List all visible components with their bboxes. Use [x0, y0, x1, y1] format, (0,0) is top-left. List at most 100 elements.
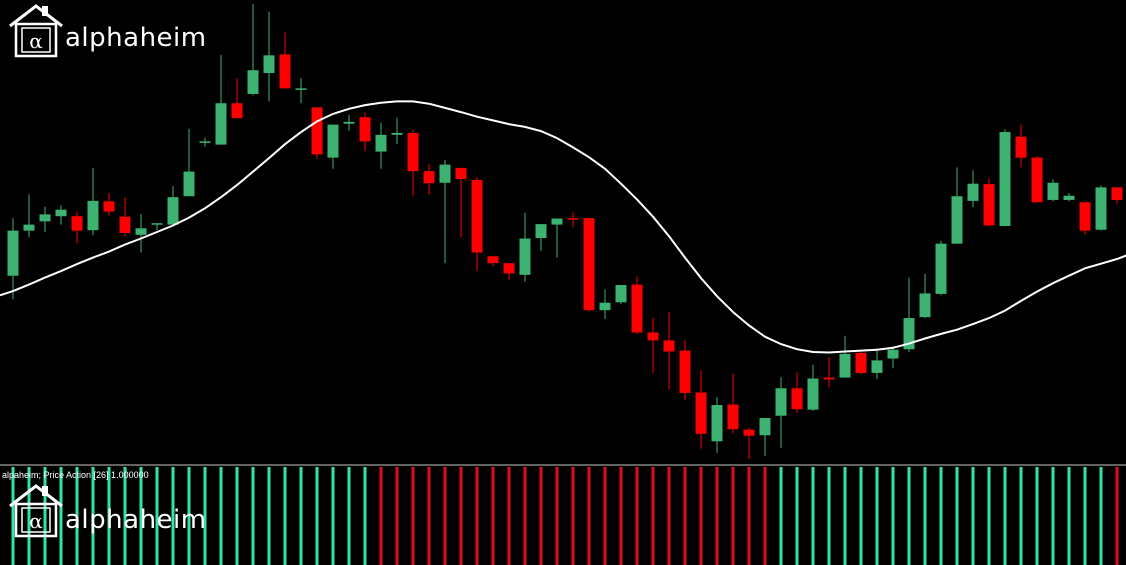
candle [1031, 156, 1043, 203]
candle [503, 263, 515, 281]
candle [487, 256, 499, 267]
candle-body [871, 360, 883, 373]
candle [119, 197, 131, 237]
candle-body [151, 223, 163, 225]
candle-body [487, 256, 499, 264]
candle-body [567, 218, 579, 220]
candle-body [1015, 136, 1027, 158]
candle [327, 124, 339, 169]
candle-body [983, 184, 995, 226]
candle-body [375, 134, 387, 152]
candle [247, 4, 259, 96]
candle-body [167, 197, 179, 225]
candle [599, 289, 611, 319]
candle-body [903, 318, 915, 350]
candle-body [7, 230, 19, 276]
candle-body [663, 340, 675, 352]
candle [1047, 179, 1059, 202]
moving-average-line [0, 100, 1126, 354]
candle-body [1047, 182, 1059, 200]
candle [727, 373, 739, 434]
candle [567, 212, 579, 228]
candle [919, 273, 931, 319]
candle-body [919, 293, 931, 318]
candle [791, 372, 803, 413]
candle [71, 211, 83, 244]
candle-body [343, 121, 355, 124]
candle [263, 11, 275, 102]
candle [231, 78, 243, 119]
candle-body [823, 377, 835, 380]
candle [711, 397, 723, 453]
candle-body [503, 263, 515, 274]
candle [391, 117, 403, 145]
candle-body [135, 228, 147, 235]
candle [983, 178, 995, 226]
candle-body [311, 107, 323, 155]
candle [1015, 124, 1027, 168]
candle [295, 78, 307, 104]
brand-logo-top: α alphaheim [9, 4, 206, 58]
candle-body [423, 171, 435, 184]
brand-name: alphaheim [65, 505, 207, 535]
candle [39, 206, 51, 233]
candle [375, 122, 387, 169]
candle [455, 167, 467, 238]
candle-body [455, 167, 467, 180]
candle [951, 167, 963, 244]
candle [311, 107, 323, 160]
candle [615, 285, 627, 305]
candle [903, 277, 915, 353]
candle-body [71, 216, 83, 231]
candle-body [791, 388, 803, 410]
candle-body [839, 353, 851, 378]
house-alpha-icon: α [9, 4, 63, 58]
candle [935, 240, 947, 296]
candle [423, 164, 435, 195]
candle [103, 192, 115, 216]
candle [1095, 185, 1107, 231]
candle [359, 112, 371, 152]
candle [807, 364, 819, 412]
candle [167, 186, 179, 225]
brand-logo-bottom: α alphaheim [9, 484, 207, 538]
candle-body [215, 103, 227, 145]
candle-body [727, 404, 739, 430]
alpha-symbol: α [29, 29, 43, 53]
candle-body [759, 418, 771, 436]
candle-body [743, 429, 755, 436]
candle [135, 213, 147, 253]
candle [999, 129, 1011, 227]
candle [887, 346, 899, 368]
candle-body [199, 141, 211, 143]
candle-body [711, 405, 723, 442]
candle [871, 348, 883, 379]
candle [775, 377, 787, 448]
candle [471, 177, 483, 272]
candle-body [967, 183, 979, 201]
candle-body [855, 352, 867, 373]
candle-body [807, 378, 819, 410]
candle-body [1079, 202, 1091, 231]
indicator-label: alpaheim; Price Action [26] 1.000000 [2, 470, 149, 480]
candle-body [1095, 187, 1107, 230]
candle [839, 335, 851, 378]
candle [1111, 187, 1123, 204]
candle [823, 357, 835, 388]
candle-body [599, 302, 611, 311]
candle [1079, 202, 1091, 235]
candle-body [327, 124, 339, 158]
candle-body [519, 238, 531, 275]
candle-body [279, 54, 291, 89]
candle-body [951, 196, 963, 244]
candle-body [407, 132, 419, 172]
candle-body [1031, 157, 1043, 203]
candle [439, 159, 451, 264]
candle-body [359, 117, 371, 142]
price-action-histogram [11, 467, 1119, 565]
candle-body [39, 214, 51, 222]
candle [663, 312, 675, 390]
candle-body [263, 55, 275, 74]
candle [279, 32, 291, 89]
candle [583, 217, 595, 312]
